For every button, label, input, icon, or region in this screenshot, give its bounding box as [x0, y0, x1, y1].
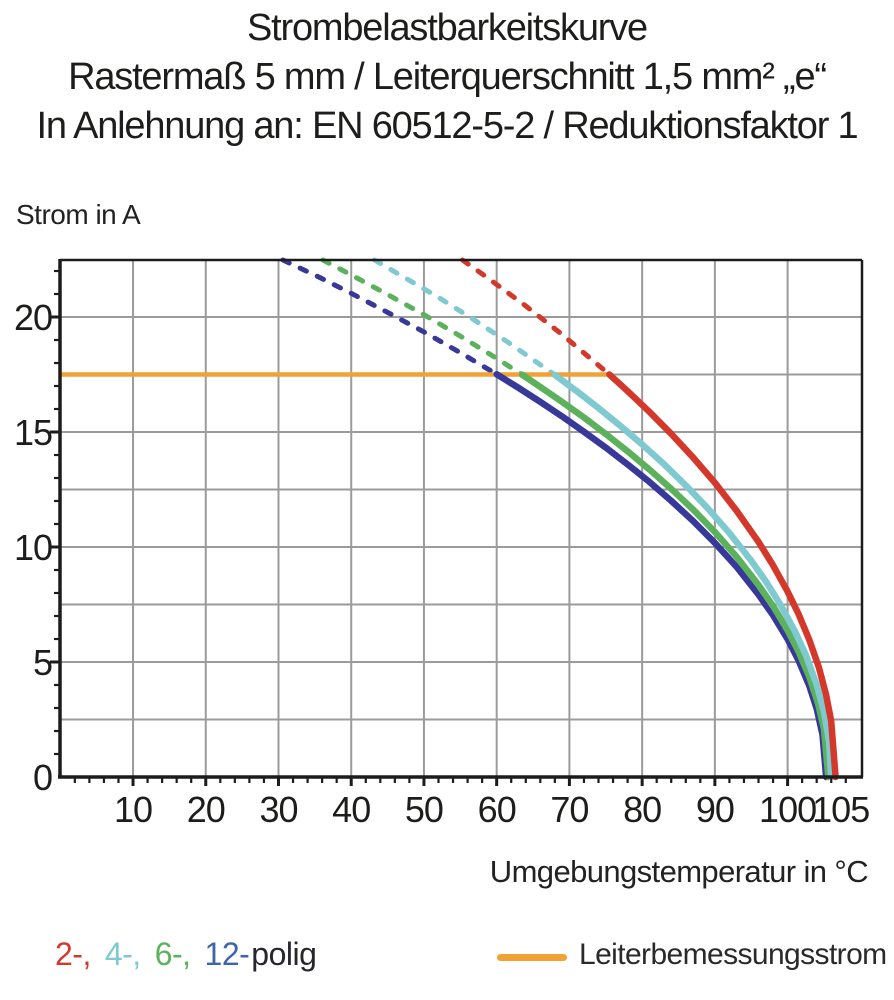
curve-6-polig-dashed: [320, 257, 525, 378]
x-tick-label-50: 50: [405, 789, 443, 830]
y-tick-label-5: 5: [33, 642, 52, 683]
x-tick-label-105: 105: [812, 789, 869, 830]
x-tick-label-10: 10: [114, 789, 152, 830]
curve-4-polig-dashed: [372, 257, 558, 378]
legend-pole-item: 6-,: [154, 936, 191, 972]
legend-pole-suffix: polig: [251, 936, 317, 972]
chart-title: Strombelastbarkeitskurve Rastermaß 5 mm …: [0, 4, 894, 151]
legend-pole-item: 2-,: [55, 936, 91, 972]
curve-4-polig-solid: [551, 371, 835, 781]
rated-line-label: Leiterbemessungsstrom: [579, 938, 887, 971]
y-tick-label-10: 10: [14, 527, 52, 568]
title-line-3: In Anlehnung an: EN 60512-5-2 / Reduktio…: [36, 105, 859, 147]
x-tick-label-70: 70: [550, 789, 588, 830]
y-tick-label-20: 20: [14, 297, 52, 338]
curve-2-polig-dashed: [460, 257, 612, 377]
x-tick-label-100: 100: [759, 789, 816, 830]
y-tick-label-0: 0: [33, 757, 52, 798]
x-tick-label-60: 60: [478, 789, 516, 830]
x-axis-title: Umgebungstemperatur in °C: [489, 854, 869, 889]
curve-2-polig-solid: [606, 371, 839, 781]
title-line-1: Strombelastbarkeitskurve: [247, 7, 648, 49]
legend-pole-item: 4-,: [104, 936, 141, 972]
legend-poles: 2-, 4-, 6-, 12- polig: [55, 936, 317, 973]
y-tick-label-15: 15: [14, 412, 52, 453]
curve-6-polig-solid: [518, 371, 832, 781]
legend-pole-item: 12-: [204, 936, 250, 972]
legend-rated: Leiterbemessungsstrom: [497, 938, 887, 972]
x-tick-label-80: 80: [623, 789, 661, 830]
y-axis-title: Strom in A: [16, 199, 141, 230]
x-tick-label-20: 20: [187, 789, 225, 830]
rated-line-swatch: [497, 953, 567, 961]
x-tick-label-40: 40: [332, 789, 370, 830]
title-line-2: Rastermaß 5 mm / Leiterquerschnitt 1,5 m…: [68, 56, 827, 98]
x-tick-label-90: 90: [696, 789, 734, 830]
x-tick-label-30: 30: [259, 789, 297, 830]
curve-12-polig-dashed: [280, 257, 500, 377]
